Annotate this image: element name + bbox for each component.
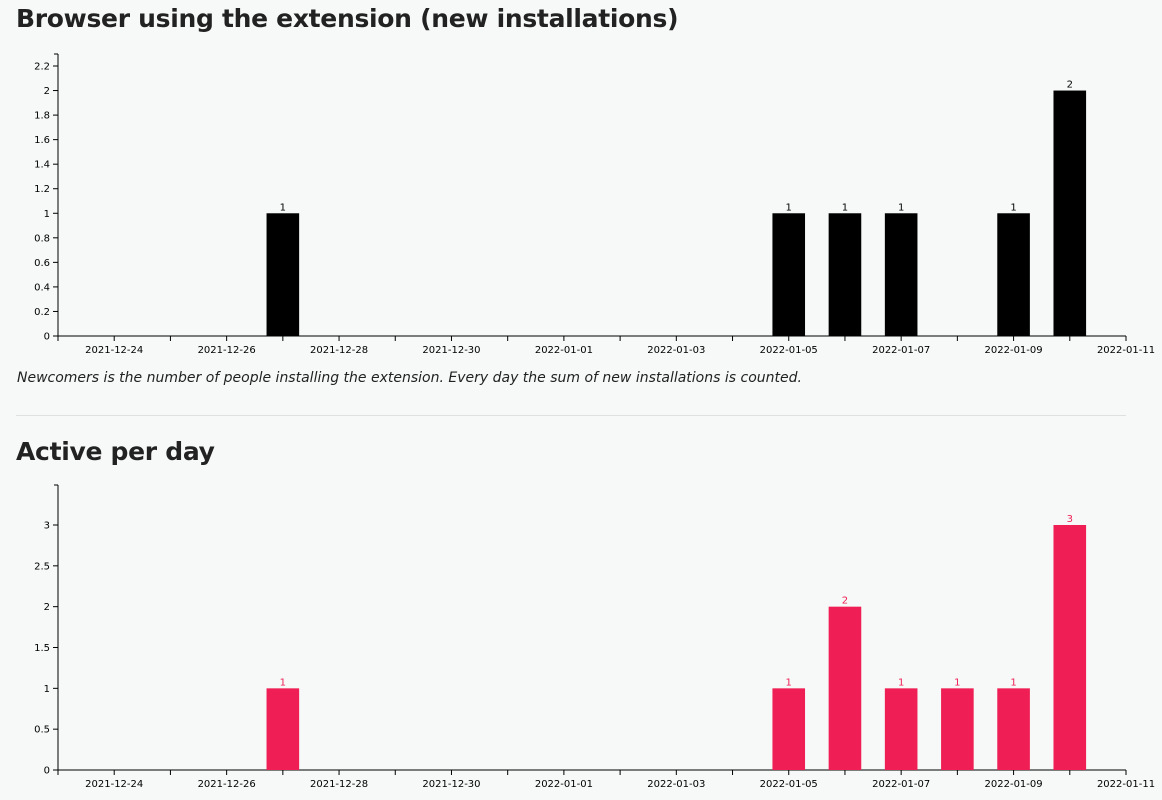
newcomers-x-tick-label: 2022-01-07 bbox=[872, 345, 930, 356]
active-y-tick-label: 2 bbox=[44, 602, 50, 613]
active-x-tick-label: 2022-01-07 bbox=[872, 779, 930, 790]
newcomers-bar-value-label: 1 bbox=[786, 202, 792, 213]
active-bar-value-label: 1 bbox=[280, 677, 286, 688]
newcomers-bar-2022-01-07 bbox=[884, 213, 918, 336]
newcomers-x-tick-label: 2021-12-28 bbox=[310, 345, 368, 356]
newcomers-y-tick-label: 1.4 bbox=[34, 160, 50, 171]
newcomers-y-tick-label: 1.8 bbox=[34, 111, 50, 122]
newcomers-y-tick-label: 0.4 bbox=[34, 282, 50, 293]
newcomers-x-tick-label: 2022-01-01 bbox=[535, 345, 593, 356]
active-x-tick-label: 2021-12-24 bbox=[85, 779, 143, 790]
newcomers-x-tick-label: 2021-12-26 bbox=[198, 345, 256, 356]
newcomers-bar-2022-01-05 bbox=[772, 213, 806, 336]
newcomers-x-tick-label: 2021-12-24 bbox=[85, 345, 143, 356]
newcomers-x-tick-label: 2022-01-05 bbox=[760, 345, 818, 356]
newcomers-bar-chart: 0 0.2 0.4 0.6 0.8 1 1.2 1.4 1.6 1.8 2 2.2 2021-12-24… bbox=[34, 53, 1155, 356]
active-bar-value-label: 3 bbox=[1067, 514, 1073, 525]
active-bar-value-label: 2 bbox=[842, 596, 848, 607]
newcomers-bar-2021-12-27 bbox=[266, 213, 300, 336]
newcomers-y-tick-label: 1.2 bbox=[34, 184, 50, 195]
newcomers-y-tick-label: 1.6 bbox=[34, 135, 50, 146]
active-bar-2022-01-07 bbox=[884, 688, 918, 770]
active-x-tick-label: 2022-01-05 bbox=[760, 779, 818, 790]
newcomers-y-tick-label: 2 bbox=[44, 86, 50, 97]
newcomers-y-tick-label: 0.8 bbox=[34, 233, 50, 244]
active-x-tick-label: 2022-01-11 bbox=[1097, 779, 1155, 790]
newcomers-bar-2022-01-06 bbox=[828, 213, 862, 336]
newcomers-bar-value-label: 1 bbox=[280, 202, 286, 213]
active-y-tick-label: 2.5 bbox=[34, 561, 50, 572]
active-bar-2022-01-08 bbox=[941, 688, 974, 770]
newcomers-y-tick-label: 2.2 bbox=[34, 62, 50, 73]
newcomers-section-title: Browser using the extension (new install… bbox=[16, 4, 679, 33]
newcomers-x-tick-label: 2022-01-03 bbox=[647, 345, 705, 356]
newcomers-y-tick-label: 0 bbox=[44, 332, 50, 343]
active-x-tick-label: 2022-01-01 bbox=[535, 779, 593, 790]
newcomers-x-tick-label: 2022-01-11 bbox=[1097, 345, 1155, 356]
newcomers-y-tick-label: 0.2 bbox=[34, 307, 50, 318]
active-bar-value-label: 1 bbox=[954, 677, 960, 688]
active-y-tick-label: 0.5 bbox=[34, 725, 50, 736]
newcomers-y-tick-label: 1 bbox=[44, 209, 50, 220]
active-y-tick-label: 1.5 bbox=[34, 643, 50, 654]
newcomers-x-tick-label: 2022-01-09 bbox=[985, 345, 1043, 356]
section-divider bbox=[16, 415, 1126, 416]
active-y-tick-label: 0 bbox=[44, 766, 50, 777]
active-bar-2022-01-05 bbox=[772, 688, 806, 770]
active-bar-2021-12-27 bbox=[266, 688, 300, 770]
active-x-tick-label: 2021-12-26 bbox=[198, 779, 256, 790]
active-x-tick-label: 2022-01-03 bbox=[647, 779, 705, 790]
newcomers-x-tick-label: 2021-12-30 bbox=[422, 345, 480, 356]
active-x-tick-label: 2021-12-28 bbox=[310, 779, 368, 790]
active-section-title: Active per day bbox=[16, 437, 215, 466]
newcomers-y-tick-label: 0.6 bbox=[34, 258, 50, 269]
active-bar-2022-01-09 bbox=[997, 688, 1030, 770]
active-per-day-bar-chart: 0 0.5 1 1.5 2 2.5 3 2021-12-24 2021-12-26 2021-12… bbox=[34, 484, 1155, 790]
active-bar-2022-01-10 bbox=[1053, 525, 1087, 770]
newcomers-bar-value-label: 1 bbox=[842, 202, 848, 213]
newcomers-bar-2022-01-09 bbox=[997, 213, 1030, 336]
newcomers-bar-2022-01-10 bbox=[1053, 90, 1087, 336]
active-x-tick-label: 2021-12-30 bbox=[422, 779, 480, 790]
newcomers-bar-value-label: 2 bbox=[1067, 80, 1073, 91]
active-bar-2022-01-06 bbox=[828, 606, 862, 770]
active-bar-value-label: 1 bbox=[786, 677, 792, 688]
active-x-tick-label: 2022-01-09 bbox=[985, 779, 1043, 790]
active-y-tick-label: 1 bbox=[44, 684, 50, 695]
newcomers-note: Newcomers is the number of people instal… bbox=[17, 370, 802, 386]
newcomers-bar-value-label: 1 bbox=[898, 202, 904, 213]
active-bar-value-label: 1 bbox=[1010, 677, 1016, 688]
newcomers-bar-value-label: 1 bbox=[1010, 202, 1016, 213]
active-bar-value-label: 1 bbox=[898, 677, 904, 688]
active-y-tick-label: 3 bbox=[44, 521, 50, 532]
